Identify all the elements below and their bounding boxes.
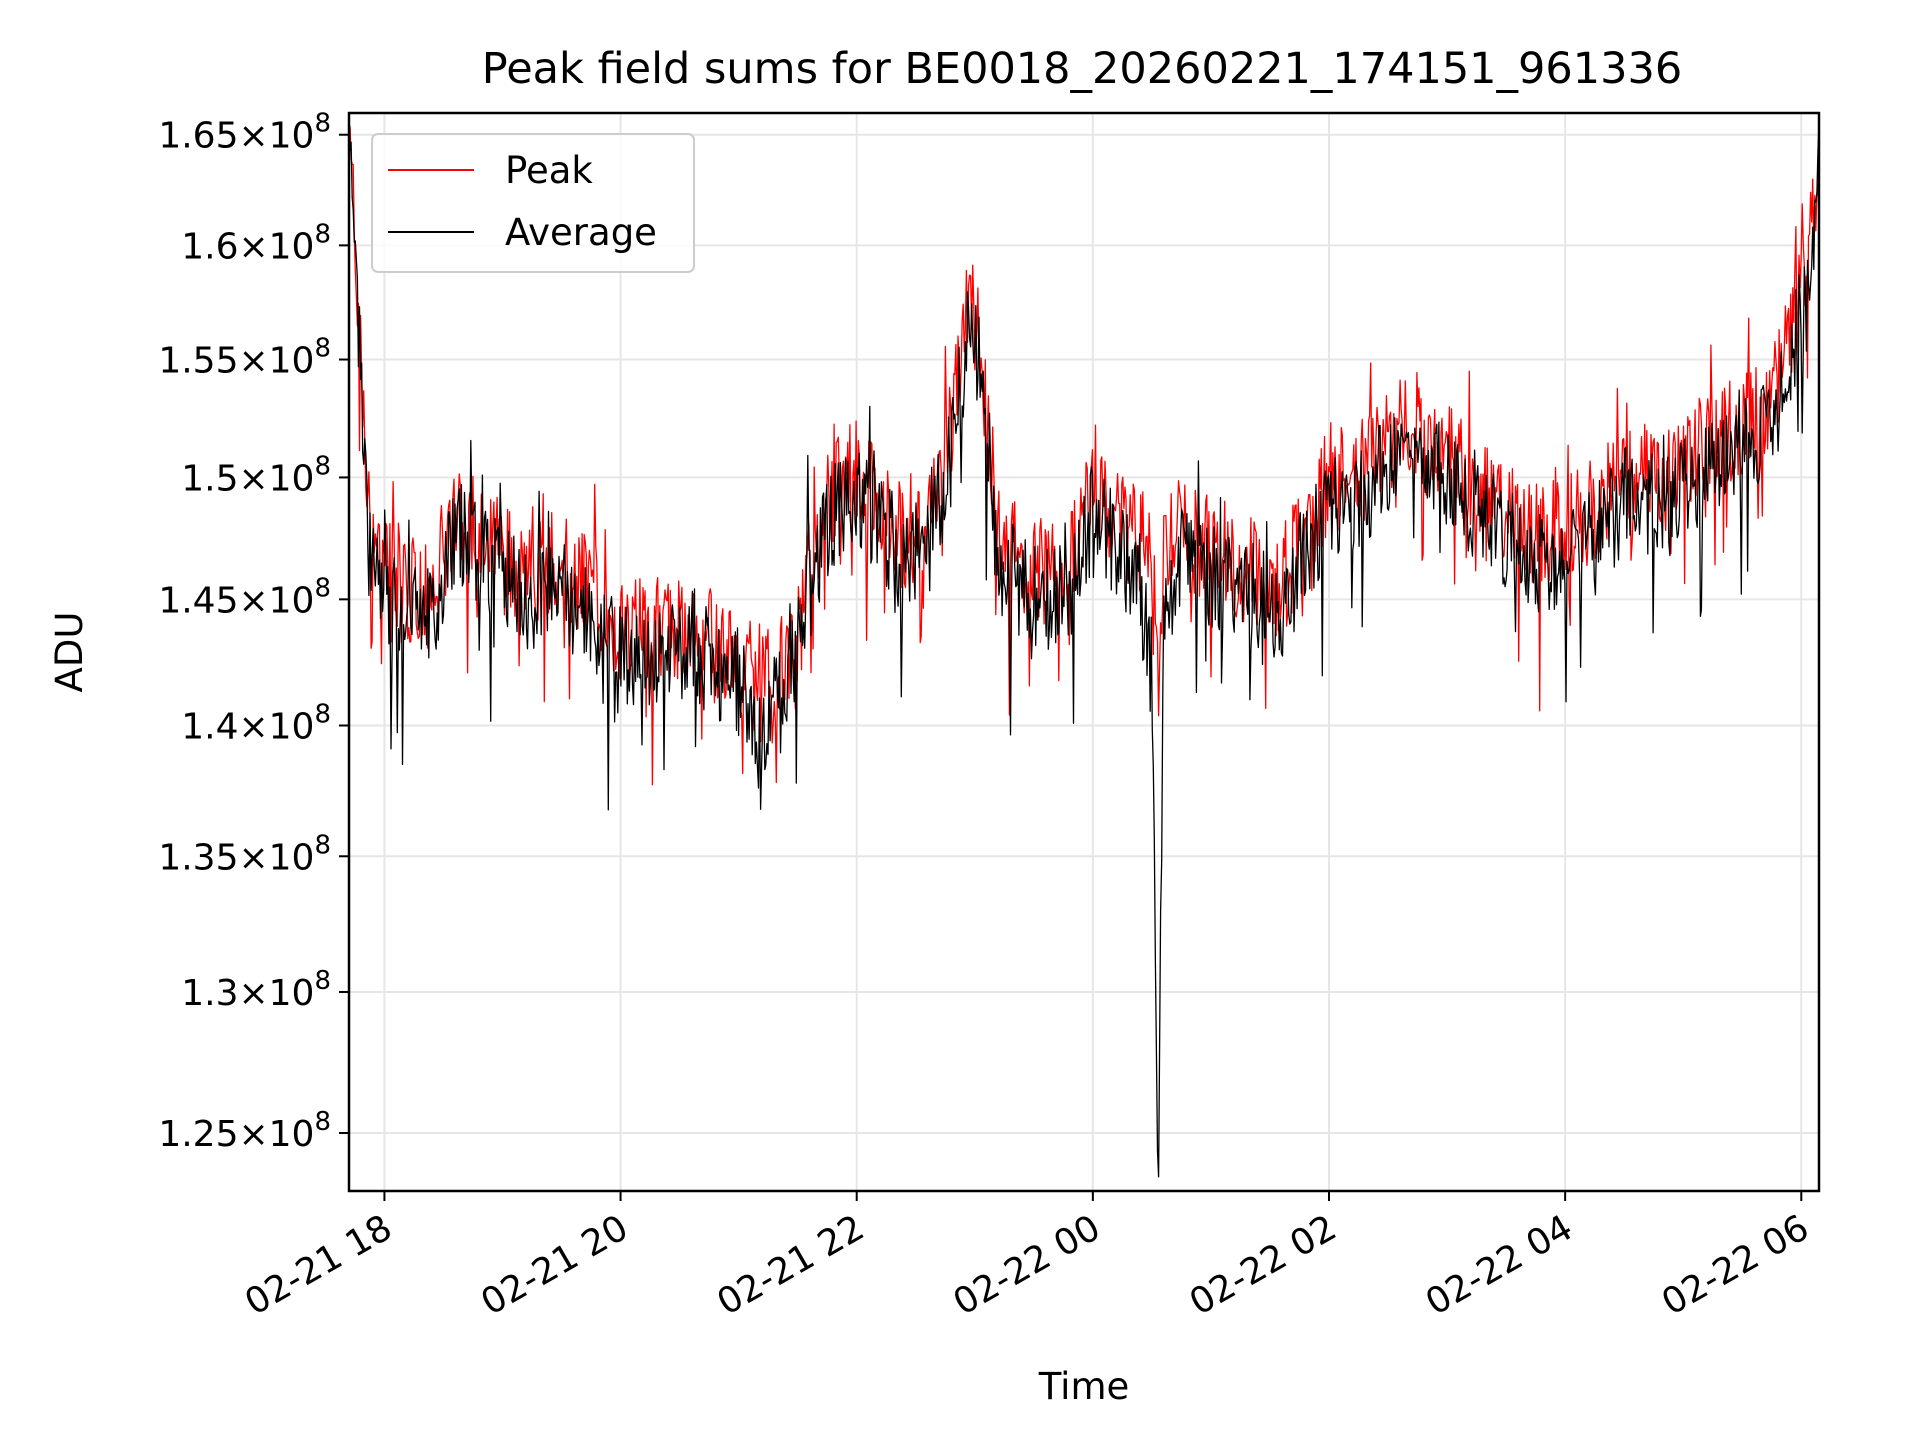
x-tick-label: 02-22 04 — [1419, 1207, 1580, 1323]
legend-box — [371, 133, 695, 273]
y-axis: 1.25×108 1.3×108 1.35×108 1.4×108 1.45×108 1.… — [158, 109, 349, 1155]
x-tick-label: 02-21 22 — [711, 1207, 872, 1323]
plot-frame — [347, 111, 1821, 1193]
x-axis-label: Time — [1038, 1365, 1130, 1408]
chart-title: Peak field sums for BE0018_20260221_1741… — [482, 44, 1682, 94]
x-tick-label: 02-22 00 — [947, 1207, 1108, 1323]
legend: Peak Average — [371, 133, 695, 273]
y-tick-label: 1.65×108 — [158, 109, 331, 157]
y-tick-label: 1.25×108 — [158, 1107, 331, 1155]
y-tick-label: 1.3×108 — [181, 966, 331, 1014]
y-tick-label: 1.55×108 — [158, 334, 331, 382]
legend-label-peak: Peak — [505, 149, 593, 192]
y-tick-label: 1.35×108 — [158, 830, 331, 878]
legend-label-average: Average — [505, 211, 657, 254]
y-tick-label: 1.4×108 — [181, 700, 331, 748]
x-axis: 02-21 18 02-21 20 02-21 22 02-22 00 02-22 02… — [238, 1191, 1816, 1324]
series — [348, 115, 1820, 1178]
y-tick-label: 1.45×108 — [158, 573, 331, 621]
y-tick-label: 1.5×108 — [181, 451, 331, 499]
series-line-average — [348, 115, 1820, 1178]
x-tick-label: 02-22 02 — [1183, 1207, 1344, 1323]
y-tick-label: 1.6×108 — [181, 219, 331, 267]
x-tick-label: 02-22 06 — [1655, 1207, 1816, 1323]
x-tick-label: 02-21 18 — [238, 1207, 399, 1323]
y-axis-label: ADU — [48, 612, 91, 693]
x-tick-label: 02-21 20 — [474, 1207, 635, 1323]
